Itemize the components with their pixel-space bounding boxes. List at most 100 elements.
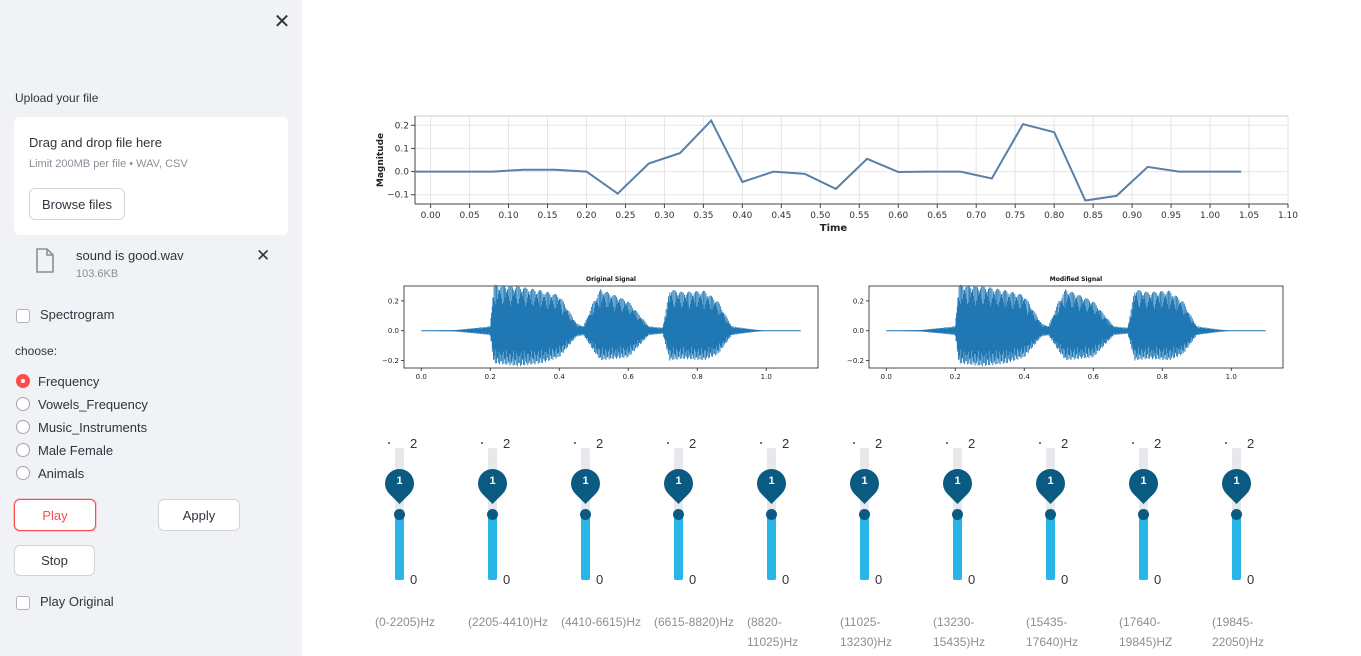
- slider-handle[interactable]: [1045, 509, 1056, 520]
- magnitude-series-line: [415, 118, 1242, 202]
- x-tick-label: 0.0: [881, 373, 892, 381]
- slider-min-label: 0: [1061, 572, 1069, 587]
- x-tick-label: 0.6: [1088, 373, 1100, 381]
- slider-track-fill: [860, 514, 869, 580]
- x-tick-label: 0.30: [654, 211, 674, 221]
- band-slider-6[interactable]: 2 1 0: [835, 436, 895, 596]
- band-slider-9[interactable]: 2 1 0: [1114, 436, 1174, 596]
- slider-handle[interactable]: [1231, 509, 1242, 520]
- slider-handle[interactable]: [859, 509, 870, 520]
- radio-label-animals: Animals: [38, 466, 85, 481]
- slider-tick-mark: [853, 442, 855, 444]
- slider-tick-mark: [667, 442, 669, 444]
- plot-area: [414, 115, 1289, 205]
- radio-male-female[interactable]: [16, 443, 30, 457]
- slider-value: 1: [1233, 475, 1240, 487]
- play-original-checkbox[interactable]: [16, 596, 30, 610]
- band-slider-3[interactable]: 2 1 0: [556, 436, 616, 596]
- band-slider-5[interactable]: 2 1 0: [742, 436, 802, 596]
- y-tick-label: 0.0: [395, 168, 410, 178]
- band-slider-2[interactable]: 2 1 0: [463, 436, 523, 596]
- x-tick-label: 0.75: [1005, 211, 1025, 221]
- x-tick-label: 1.00: [1200, 211, 1220, 221]
- browse-files-button[interactable]: Browse files: [29, 188, 125, 220]
- modified-signal-chart: Modified Signal 0.0 0.2 0.4 0.6 0.8 1.0 −0.2 0.0…: [847, 276, 1284, 381]
- play-button[interactable]: Play: [14, 499, 96, 531]
- x-tick-label: 0.65: [927, 211, 947, 221]
- slider-handle[interactable]: [1138, 509, 1149, 520]
- band-label-7: (13230-15435)Hz: [933, 615, 986, 649]
- band-slider-8[interactable]: 2 1 0: [1021, 436, 1081, 596]
- band-slider-4[interactable]: 2 1 0: [649, 436, 709, 596]
- y-tick-label: 0.0: [388, 327, 399, 335]
- slider-max-label: 2: [1154, 436, 1162, 451]
- uploaded-file-size: 103.6KB: [76, 268, 119, 280]
- slider-handle[interactable]: [952, 509, 963, 520]
- x-tick-label: 0.2: [485, 373, 496, 381]
- x-tick-label: 0.0: [416, 373, 427, 381]
- x-tick-label: 0.25: [615, 211, 635, 221]
- magnitude-time-chart: 0.00 0.05 0.10 0.15 0.20 0.25 0.30 0.35 0.40 0.45…: [376, 115, 1298, 234]
- slider-handle[interactable]: [394, 509, 405, 520]
- slider-max-label: 2: [410, 436, 418, 451]
- slider-handle[interactable]: [487, 509, 498, 520]
- radio-label-vowels-frequency: Vowels_Frequency: [38, 397, 148, 412]
- x-tick-label: 0.90: [1122, 211, 1142, 221]
- radio-vowels-frequency[interactable]: [16, 397, 30, 411]
- y-tick-label: 0.2: [388, 297, 399, 305]
- slider-value: 1: [954, 475, 961, 487]
- x-tick-label: 0.6: [623, 373, 635, 381]
- slider-handle[interactable]: [766, 509, 777, 520]
- slider-max-label: 2: [968, 436, 976, 451]
- x-tick-label: 0.4: [554, 373, 566, 381]
- radio-label-frequency: Frequency: [38, 374, 100, 389]
- uploaded-file-name: sound is good.wav: [76, 248, 184, 263]
- slider-max-label: 2: [1247, 436, 1255, 451]
- slider-max-label: 2: [503, 436, 511, 451]
- slider-handle[interactable]: [673, 509, 684, 520]
- file-dropzone[interactable]: Drag and drop file here Limit 200MB per …: [14, 117, 288, 235]
- slider-track-fill: [953, 514, 962, 580]
- slider-value: 1: [489, 475, 496, 487]
- slider-tick-mark: [481, 442, 483, 444]
- band-label-9: (17640-19845)HZ: [1119, 615, 1173, 649]
- slider-value: 1: [582, 475, 589, 487]
- radio-frequency[interactable]: [16, 374, 30, 388]
- slider-max-label: 2: [596, 436, 604, 451]
- slider-tick-mark: [388, 442, 390, 444]
- slider-max-label: 2: [875, 436, 883, 451]
- band-label-4: (6615-8820)Hz: [654, 615, 735, 629]
- y-tick-label: 0.2: [853, 297, 864, 305]
- slider-max-label: 2: [1061, 436, 1069, 451]
- slider-max-label: 2: [782, 436, 790, 451]
- band-label-1: (0-2205)Hz: [375, 615, 436, 629]
- radio-music-instruments[interactable]: [16, 420, 30, 434]
- file-icon: [36, 248, 54, 273]
- remove-file-icon[interactable]: ✕: [256, 246, 271, 265]
- close-sidebar-icon[interactable]: ✕: [273, 11, 291, 33]
- apply-button[interactable]: Apply: [158, 499, 240, 531]
- slider-min-label: 0: [968, 572, 976, 587]
- spectrogram-checkbox[interactable]: [16, 309, 30, 323]
- slider-value: 1: [1140, 475, 1147, 487]
- x-tick-label: 1.0: [761, 373, 772, 381]
- stop-button[interactable]: Stop: [14, 545, 95, 576]
- slider-tick-mark: [1039, 442, 1041, 444]
- x-tick-label: 1.10: [1278, 211, 1298, 221]
- band-label-8: (15435-17640)Hz: [1026, 615, 1079, 649]
- x-tick-label: 0.55: [849, 211, 869, 221]
- slider-min-label: 0: [1247, 572, 1255, 587]
- slider-handle[interactable]: [580, 509, 591, 520]
- band-slider-1[interactable]: 2 1 0: [370, 436, 430, 596]
- x-tick-label: 0.8: [692, 373, 703, 381]
- dropzone-limit: Limit 200MB per file • WAV, CSV: [29, 158, 188, 170]
- band-slider-10[interactable]: 2 1 0: [1207, 436, 1267, 596]
- x-tick-label: 0.8: [1157, 373, 1168, 381]
- radio-animals[interactable]: [16, 466, 30, 480]
- modified-signal-title: Modified Signal: [1050, 276, 1102, 283]
- slider-track-fill: [1046, 514, 1055, 580]
- x-axis-label: Time: [820, 223, 848, 234]
- original-signal-chart: Original Signal 0.0 0.2 0.4 0.6 0.8 1.0 −0.2 0.0…: [382, 276, 819, 381]
- x-tick-label: 0.95: [1161, 211, 1181, 221]
- band-slider-7[interactable]: 2 1 0: [928, 436, 988, 596]
